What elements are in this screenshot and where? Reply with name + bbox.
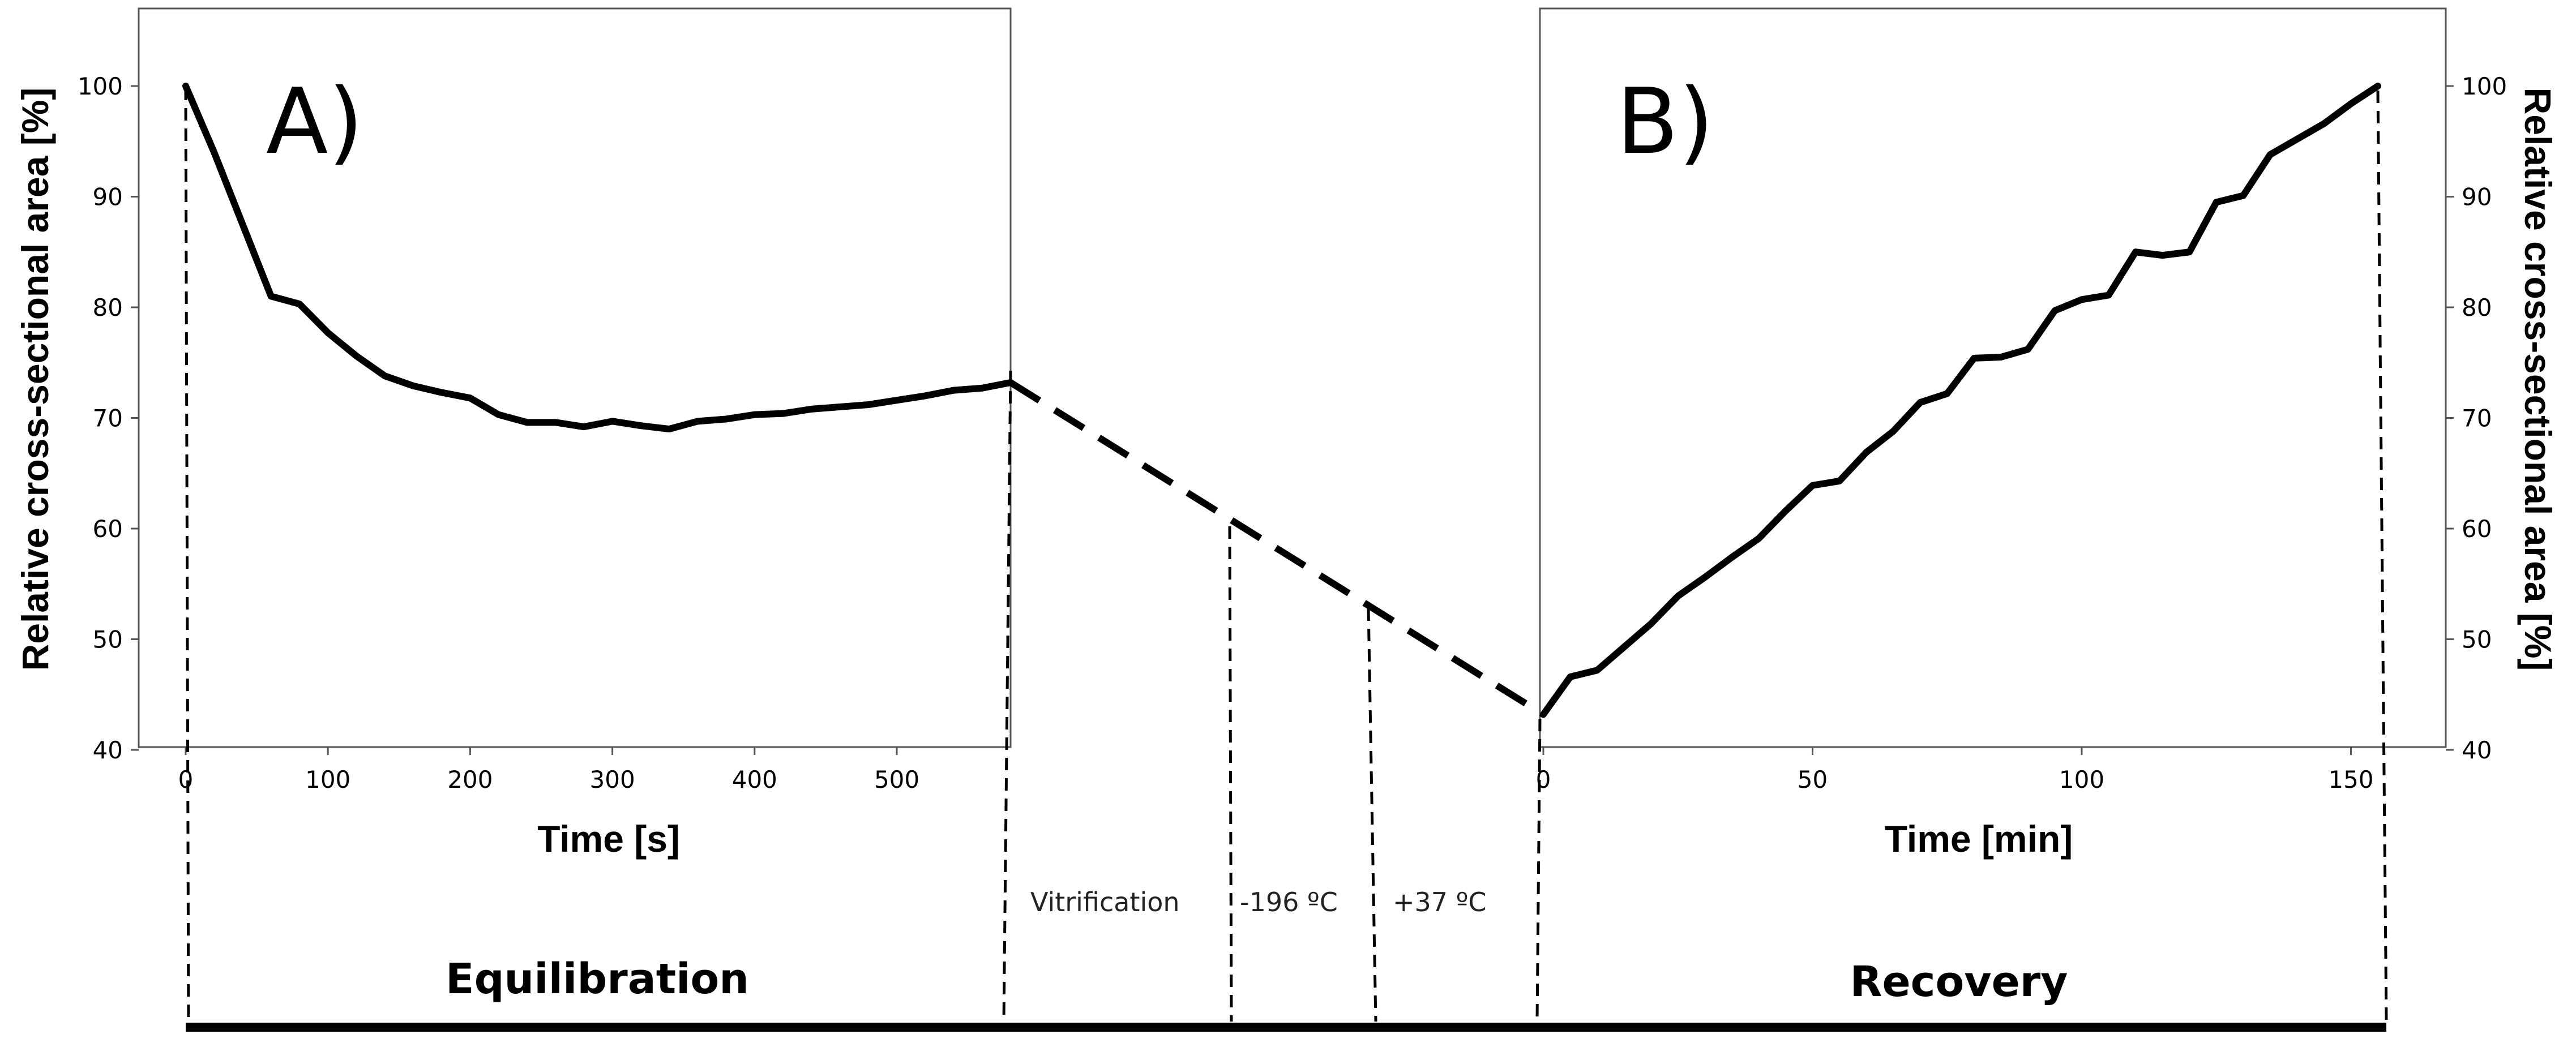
marker-vitrification [1228, 526, 1233, 1022]
marker-equilibration-end [1002, 370, 1012, 1022]
marker-end [2376, 90, 2388, 1022]
panel-a-y-tick-label: 60 [93, 515, 123, 543]
panel-b-series-line [1540, 83, 2381, 718]
vitrification-connector-line [1008, 379, 1546, 718]
phase-recovery: Recovery [1850, 958, 2068, 1006]
phase-equilibration: Equilibration [446, 955, 749, 1003]
panel-a-y-tick-label: 70 [93, 405, 123, 432]
panel-a-y-tick-label: 90 [93, 183, 123, 211]
panel-b-y-axis-title: Relative cross-sectional area [%] [2517, 88, 2559, 671]
panel-a-x-tick-label: 500 [874, 766, 919, 793]
panel-b-y-tick-label: 90 [2462, 183, 2492, 211]
panel-a-x-tick-label: 0 [178, 766, 194, 793]
marker-start [184, 87, 190, 1022]
panel-b-y-tick-label: 80 [2462, 294, 2492, 321]
panel-b-y-tick-label: 40 [2462, 736, 2492, 764]
panel-a-y-tick-label: 40 [93, 736, 123, 764]
panel-b-y-tick-label: 70 [2462, 405, 2492, 432]
panel-a-x-axis-title: Time [s] [537, 818, 680, 860]
panel-a-x-tick-label: 100 [305, 766, 350, 793]
stage-warming: +37 ºC [1393, 887, 1487, 917]
panel-b-x-axis-title: Time [min] [1885, 818, 2073, 860]
stage-liquid-nitrogen: -196 ºC [1240, 887, 1338, 917]
phase-markers [184, 87, 2388, 1022]
panel-a-axes: 40 50 60 70 80 90 100 0 100 200 300 400 500 [78, 72, 919, 793]
panel-b-x-tick-label: 50 [1798, 766, 1828, 793]
panel-a-y-tick-label: 50 [93, 626, 123, 654]
panel-a-x-tick-label: 400 [732, 766, 777, 793]
marker-recovery-start [1535, 718, 1542, 1022]
panel-b-x-tick-label: 150 [2328, 766, 2373, 793]
panel-b-label: B) [1616, 68, 1714, 174]
panel-a-y-tick-label: 100 [78, 72, 123, 100]
panel-a-y-tick-label: 80 [93, 294, 123, 321]
panel-a-y-axis-title: Relative cross-sectional area [%] [14, 88, 56, 671]
panel-a-x-tick-label: 300 [590, 766, 635, 793]
panel-a-label: A) [266, 68, 363, 174]
panel-b-y-tick-label: 50 [2462, 626, 2492, 654]
panel-b-y-tick-label: 100 [2462, 72, 2507, 100]
panel-a-series-line [182, 83, 1014, 433]
panel-b-frame [1539, 7, 2447, 748]
panel-a-x-tick-label: 200 [447, 766, 493, 793]
marker-196 [1367, 608, 1377, 1022]
panel-b-y-tick-label: 60 [2462, 515, 2492, 543]
panel-b-x-tick-label: 100 [2059, 766, 2104, 793]
stage-vitrification: Vitrification [1030, 887, 1180, 917]
